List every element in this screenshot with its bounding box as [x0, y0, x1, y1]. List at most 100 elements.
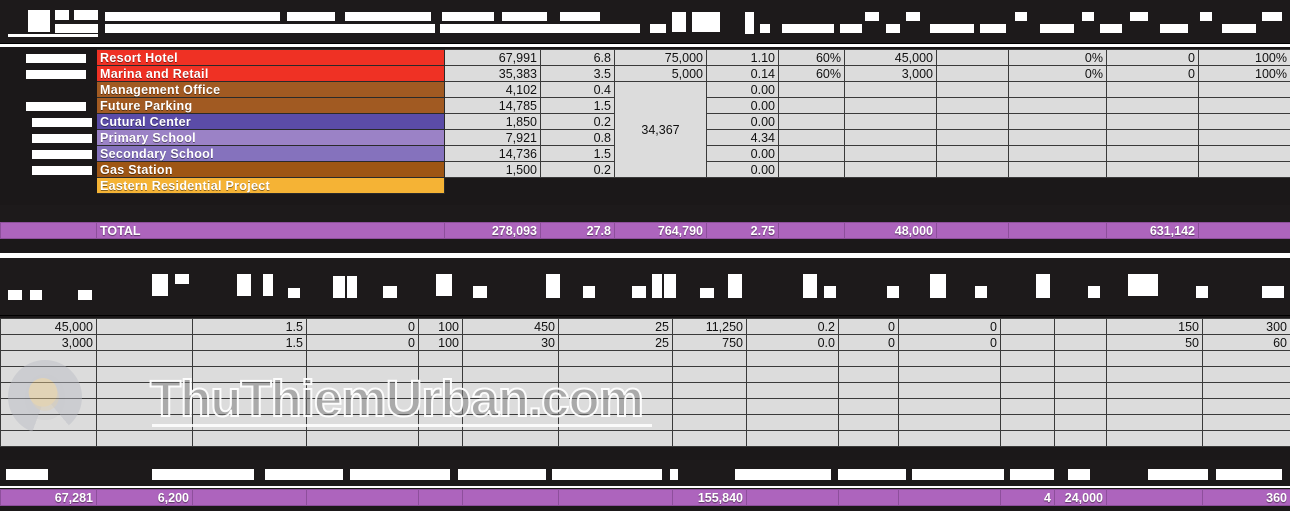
- cell-empty: [1008, 81, 1107, 98]
- total-cell-empty: [1106, 489, 1203, 506]
- table-row: 3,000 1.5 0 100 30 25 750 0.0 0 0 50 60: [0, 334, 1290, 351]
- cell-empty: [558, 414, 673, 431]
- cell-empty: [306, 382, 419, 399]
- total-cell-empty: [778, 222, 845, 239]
- total-cell-value: 278,093: [444, 222, 541, 239]
- cell-empty: [192, 398, 307, 415]
- cell-empty: [936, 49, 1009, 66]
- table-row: [0, 382, 1290, 399]
- total-cell-empty: [462, 489, 559, 506]
- total-row: TOTAL 278,093 27.8 764,790 2.75 48,000 631,142: [0, 222, 1290, 239]
- row-code-redacted: [0, 177, 97, 194]
- table-row: [0, 414, 1290, 431]
- cell-value: 0: [838, 318, 899, 335]
- cell-empty: [0, 382, 97, 399]
- cell-empty: [898, 414, 1001, 431]
- cell-value: 1,850: [444, 113, 541, 130]
- cell-empty: [418, 382, 463, 399]
- cell-empty: [1106, 97, 1199, 114]
- cell-empty: [1054, 350, 1107, 367]
- cell-value: 0.4: [540, 81, 615, 98]
- cell-empty: [306, 414, 419, 431]
- table-row: Marina and Retail 35,383 3.5 5,000 0.14 60% 3,…: [0, 65, 1290, 82]
- cell-value: 0: [898, 318, 1001, 335]
- table-row: Resort Hotel 67,991 6.8 75,000 1.10 60% 45,000…: [0, 49, 1290, 66]
- cell-value: 5,000: [614, 65, 707, 82]
- cell-empty: [898, 430, 1001, 447]
- cell-empty: [96, 414, 193, 431]
- total-label: TOTAL: [96, 222, 445, 239]
- cell-empty: [1202, 398, 1290, 415]
- total-cell-empty: [746, 489, 839, 506]
- cell-value: 35,383: [444, 65, 541, 82]
- cell-empty: [1198, 113, 1290, 130]
- table-row: [0, 350, 1290, 367]
- cell-empty: [558, 350, 673, 367]
- cell-value: 0.2: [746, 318, 839, 335]
- cell-value: 3,000: [0, 334, 97, 351]
- cell-empty: [844, 145, 937, 162]
- total-cell-value: 24,000: [1054, 489, 1107, 506]
- row-label: Secondary School: [96, 145, 445, 162]
- cell-value: 0: [306, 334, 419, 351]
- cell-value: 60%: [778, 65, 845, 82]
- cell-empty: [1106, 366, 1203, 383]
- cell-empty: [462, 350, 559, 367]
- cell-empty: [462, 382, 559, 399]
- cell-value: 25: [558, 318, 673, 335]
- cell-empty: [778, 81, 845, 98]
- cell-empty: [1054, 430, 1107, 447]
- cell-value: 0.00: [706, 161, 779, 178]
- cell-empty: [96, 398, 193, 415]
- cell-empty: [192, 366, 307, 383]
- cell-value: 1,500: [444, 161, 541, 178]
- cell-empty: [1202, 366, 1290, 383]
- cell-empty: [844, 81, 937, 98]
- cell-value: 14,736: [444, 145, 541, 162]
- cell-redacted: [778, 177, 845, 194]
- cell-value: 0: [1106, 49, 1199, 66]
- total-cell-empty: [936, 222, 1009, 239]
- total-cell-value: 4: [1000, 489, 1055, 506]
- bottom-divider: [0, 486, 1290, 488]
- watermark-underline: [152, 424, 652, 427]
- cell-empty: [936, 65, 1009, 82]
- cell-value: 6.8: [540, 49, 615, 66]
- cell-empty: [838, 382, 899, 399]
- cell-empty: [192, 414, 307, 431]
- cell-empty: [898, 366, 1001, 383]
- cell-empty: [306, 430, 419, 447]
- cell-empty: [418, 366, 463, 383]
- cell-empty: [462, 366, 559, 383]
- cell-empty: [778, 129, 845, 146]
- cell-empty: [844, 161, 937, 178]
- total-cell-value: 48,000: [844, 222, 937, 239]
- cell-empty: [1198, 129, 1290, 146]
- cell-value: 300: [1202, 318, 1290, 335]
- cell-value: 60: [1202, 334, 1290, 351]
- cell-value: 100%: [1198, 49, 1290, 66]
- total-row: 67,281 6,200 155,840 4 24,000 360: [0, 489, 1290, 506]
- total-cell-value: 764,790: [614, 222, 707, 239]
- cell-value: 11,250: [672, 318, 747, 335]
- cell-redacted: [936, 177, 1009, 194]
- cell-value: 67,991: [444, 49, 541, 66]
- cell-value: 14,785: [444, 97, 541, 114]
- cell-empty: [1000, 382, 1055, 399]
- cell-empty: [558, 382, 673, 399]
- row-code-redacted: [0, 145, 97, 162]
- row-label: Future Parking: [96, 97, 445, 114]
- cell-empty: [418, 398, 463, 415]
- cell-value: 60%: [778, 49, 845, 66]
- cell-empty: [844, 129, 937, 146]
- cell-empty: [1106, 81, 1199, 98]
- cell-empty: [672, 430, 747, 447]
- top-total-row: TOTAL 278,093 27.8 764,790 2.75 48,000 631,142: [0, 222, 1290, 239]
- row-code-redacted: [0, 113, 97, 130]
- table-row: Management Office 4,102 0.4 34,367 0.00: [0, 81, 1290, 178]
- cell-empty: [1202, 382, 1290, 399]
- cell-value: 4.34: [706, 129, 779, 146]
- total-cell-value: 155,840: [672, 489, 747, 506]
- row-label: Management Office: [96, 81, 445, 98]
- cell-empty: [1106, 161, 1199, 178]
